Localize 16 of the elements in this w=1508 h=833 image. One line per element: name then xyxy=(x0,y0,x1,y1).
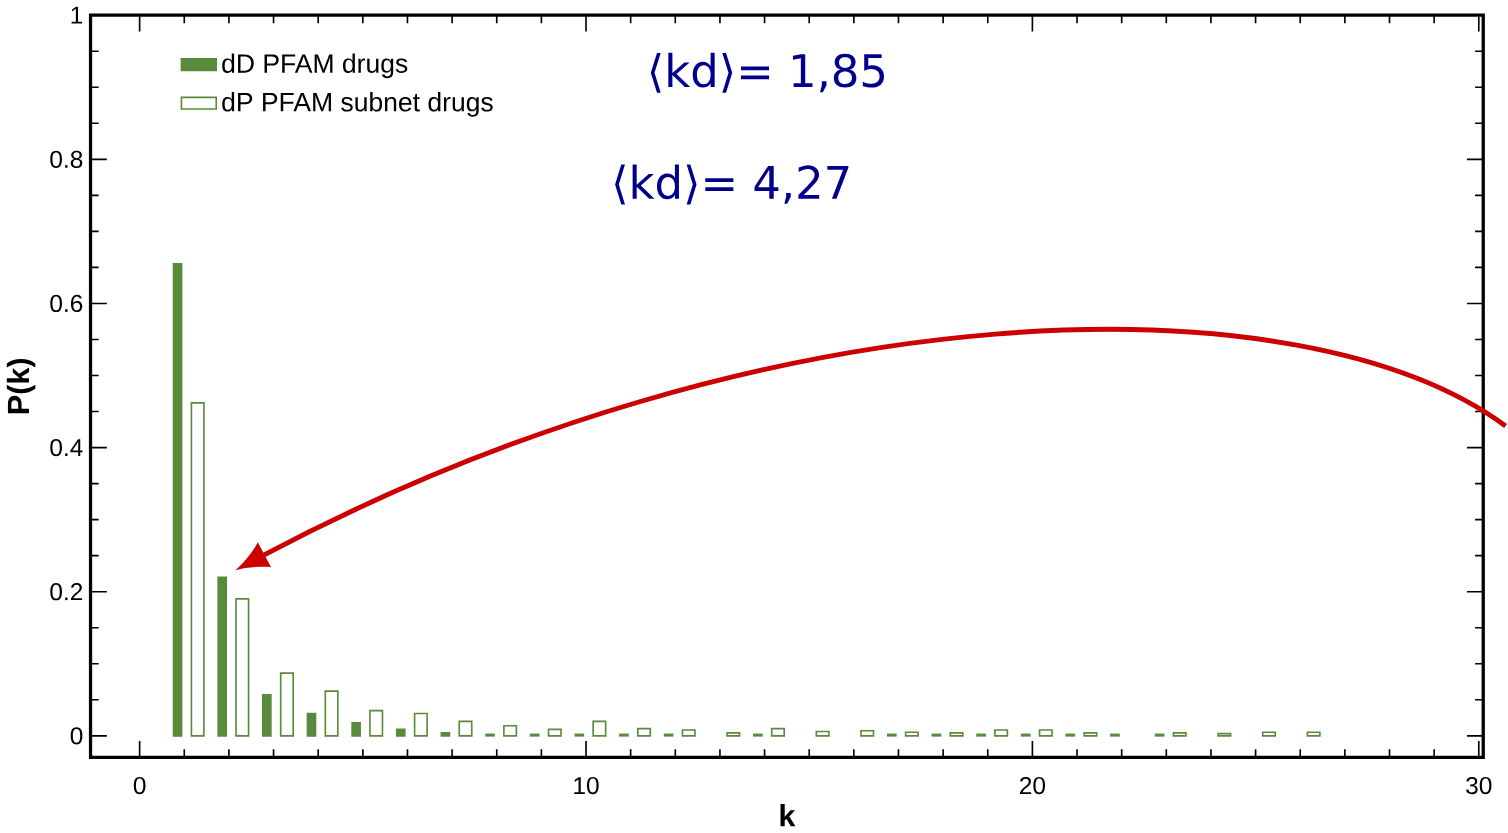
legend-label: dP PFAM subnet drugs xyxy=(222,91,493,117)
legend-label: dD PFAM drugs xyxy=(222,53,408,79)
x-axis-title: k xyxy=(780,804,796,827)
y-axis-title: P(k) xyxy=(6,358,36,414)
y-tick-label: 1 xyxy=(71,6,83,24)
y-tick-label: 0.6 xyxy=(50,294,83,313)
x-tick-label: 10 xyxy=(574,776,599,795)
annotation: ⟨kd⟩= 1,85 xyxy=(650,52,884,93)
x-tick-label: 30 xyxy=(1466,776,1492,795)
y-tick-label: 0 xyxy=(70,727,83,745)
annotation: ⟨kd⟩= 4,27 xyxy=(615,164,849,205)
x-tick-label: 0 xyxy=(133,776,146,795)
x-tick-label: 20 xyxy=(1020,776,1046,795)
y-tick-label: 0.8 xyxy=(50,150,83,168)
y-tick-label: 0.2 xyxy=(50,583,83,601)
y-tick-label: 0.4 xyxy=(50,438,83,457)
